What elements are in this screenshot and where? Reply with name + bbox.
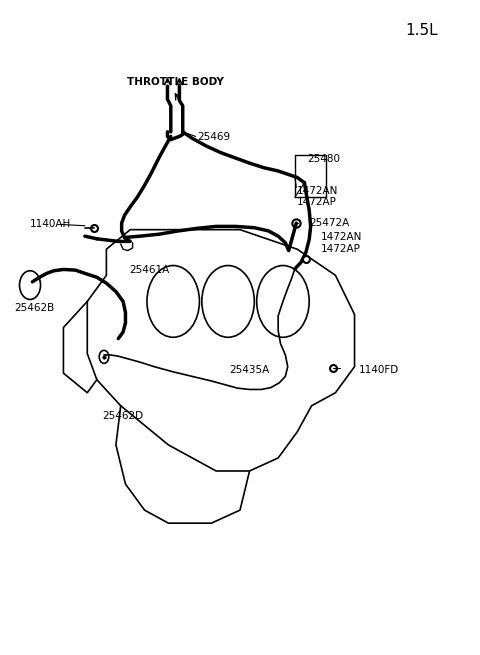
Text: 1472AP: 1472AP: [297, 196, 337, 206]
Text: 1472AP: 1472AP: [321, 244, 361, 253]
Text: THROTTLE BODY: THROTTLE BODY: [127, 77, 224, 88]
Text: 1140FD: 1140FD: [360, 365, 399, 375]
Text: 25461A: 25461A: [129, 265, 169, 275]
Text: 25462B: 25462B: [15, 303, 55, 313]
Text: 25435A: 25435A: [229, 365, 270, 375]
Text: 1140AH: 1140AH: [29, 219, 71, 229]
Text: 1472AN: 1472AN: [297, 185, 339, 196]
Text: 25469: 25469: [197, 132, 230, 142]
Text: 1.5L: 1.5L: [405, 23, 438, 38]
Text: 25480: 25480: [307, 154, 340, 164]
Text: 1472AN: 1472AN: [321, 233, 362, 242]
Text: 25472A: 25472A: [309, 218, 349, 228]
Text: 25462D: 25462D: [103, 411, 144, 421]
